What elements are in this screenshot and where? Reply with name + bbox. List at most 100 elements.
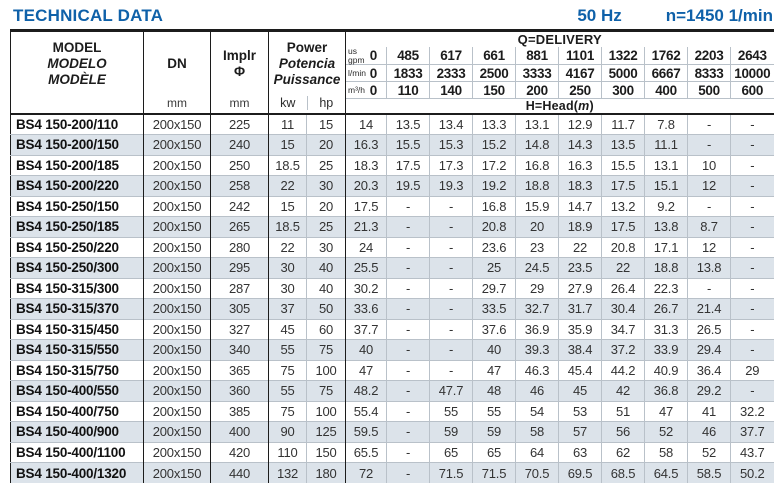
head-value-cell: 26.5 [687,318,732,340]
head-value-cell: 24 [345,236,388,258]
model-label-es: MODELO [47,56,107,72]
impeller-cell: 365 [210,359,269,381]
model-cell: BS4 150-250/220 [10,236,144,258]
impeller-cell: 327 [210,318,269,340]
head-value-cell: 12.9 [558,113,603,135]
impeller-cell: 360 [210,380,269,401]
delivery-value-cell: 600 [730,81,774,99]
head-value-cell: 17.2 [472,154,517,176]
head-value-cell: 21.4 [687,298,732,319]
head-value-cell: 58 [515,421,560,442]
impeller-cell: 295 [210,257,269,278]
impeller-cell: 225 [210,113,269,135]
head-value-cell: 15.5 [386,134,431,155]
kw-cell: 75 [268,400,307,422]
head-value-cell: 17.1 [644,236,689,258]
hp-unit-label: hp [319,96,334,110]
head-value-cell: 38.4 [558,339,603,360]
delivery-unit-cell: l/min 0 [345,64,388,82]
head-value-cell: 15.2 [472,134,517,155]
hp-cell: 75 [306,380,347,401]
head-value-cell: 17.5 [601,216,646,237]
hp-cell: 100 [306,359,347,381]
delivery-value-cell: 8333 [687,64,732,82]
head-value-cell: 57 [558,421,603,442]
head-value-cell: 18.8 [644,257,689,278]
head-value-cell: 7.8 [644,113,689,135]
dn-cell: 200x150 [143,462,211,483]
delivery-unit-cell: us gpm 0 [345,47,388,65]
model-cell: BS4 150-250/150 [10,195,144,217]
head-value-cell: 39.3 [515,339,560,360]
model-cell: BS4 150-250/185 [10,216,144,237]
head-value-cell: 22 [601,257,646,278]
head-value-cell: 47 [345,359,388,381]
delivery-value-cell: 3333 [515,64,560,82]
delivery-value-cell: 200 [515,81,560,99]
delivery-value-cell: 10000 [730,64,774,82]
head-value-cell: 55 [429,400,474,422]
dn-cell: 200x150 [143,113,211,135]
head-value-cell: 27.9 [558,277,603,299]
head-value-cell: 50.2 [730,462,774,483]
table-row: BS4 150-400/550 200x150 360 55 75 48.2-47.7 48… [10,380,774,401]
hp-cell: 125 [306,421,347,442]
impeller-cell: 240 [210,134,269,155]
hp-cell: 20 [306,134,347,155]
head-value-cell: - [386,318,431,340]
delivery-value-cell: 5000 [601,64,646,82]
frequency-label: 50 Hz [577,5,622,25]
kw-cell: 55 [268,380,307,401]
model-cell: BS4 150-315/450 [10,318,144,340]
head-value-cell: 11.1 [644,134,689,155]
model-cell: BS4 150-315/750 [10,359,144,381]
kw-cell: 18.5 [268,216,307,237]
head-value-cell: 13.1 [515,113,560,135]
dn-cell: 200x150 [143,195,211,217]
dn-cell: 200x150 [143,400,211,422]
kw-cell: 110 [268,441,307,463]
head-value-cell: 56 [601,421,646,442]
head-value-cell: 36.8 [644,380,689,401]
head-value-cell: - [386,277,431,299]
speed-label: n=1450 1/min [665,5,773,25]
dn-cell: 200x150 [143,298,211,319]
model-cell: BS4 150-315/370 [10,298,144,319]
delivery-zero-value: 0 [369,48,378,63]
head-value-cell: - [429,277,474,299]
head-value-cell: 17.5 [386,154,431,176]
dn-cell: 200x150 [143,339,211,360]
delivery-value-cell: 300 [601,81,646,99]
head-value-cell: - [687,113,732,135]
head-value-cell: 37.6 [472,318,517,340]
table-row: BS4 150-250/185 200x150 265 18.5 25 21.3- -20.… [10,216,774,237]
head-value-cell: 54 [515,400,560,422]
hp-cell: 25 [306,216,347,237]
head-value-cell: 33.5 [472,298,517,319]
head-value-cell: 65 [472,441,517,463]
head-value-cell: - [730,154,774,176]
kw-cell: 30 [268,277,307,299]
head-value-cell: 16.3 [345,134,388,155]
delivery-m3h-row: m³/h 0 110 140 150 200 250 300 400 500 600 [11,81,774,99]
head-value-cell: 15.9 [515,195,560,217]
head-value-cell: 26.4 [601,277,646,299]
page-header: TECHNICAL DATA 50 Hz n=1450 1/min [0,0,781,29]
head-value-cell: 40 [345,339,388,360]
head-value-cell: 25.5 [345,257,388,278]
delivery-value-cell: 1833 [386,64,431,82]
head-value-cell: 22.3 [644,277,689,299]
kw-cell: 45 [268,318,307,340]
head-value-cell: 13.8 [687,257,732,278]
head-value-cell: 15.3 [429,134,474,155]
head-value-cell: - [730,134,774,155]
head-value-cell: 32.7 [515,298,560,319]
head-value-cell: 46.3 [515,359,560,381]
head-value-cell: 20.8 [601,236,646,258]
kw-cell: 37 [268,298,307,319]
head-value-cell: 23.5 [558,257,603,278]
kw-cell: 30 [268,257,307,278]
head-value-cell: - [429,318,474,340]
delivery-value-cell: 2500 [472,64,517,82]
delivery-value-cell: 110 [386,81,431,99]
